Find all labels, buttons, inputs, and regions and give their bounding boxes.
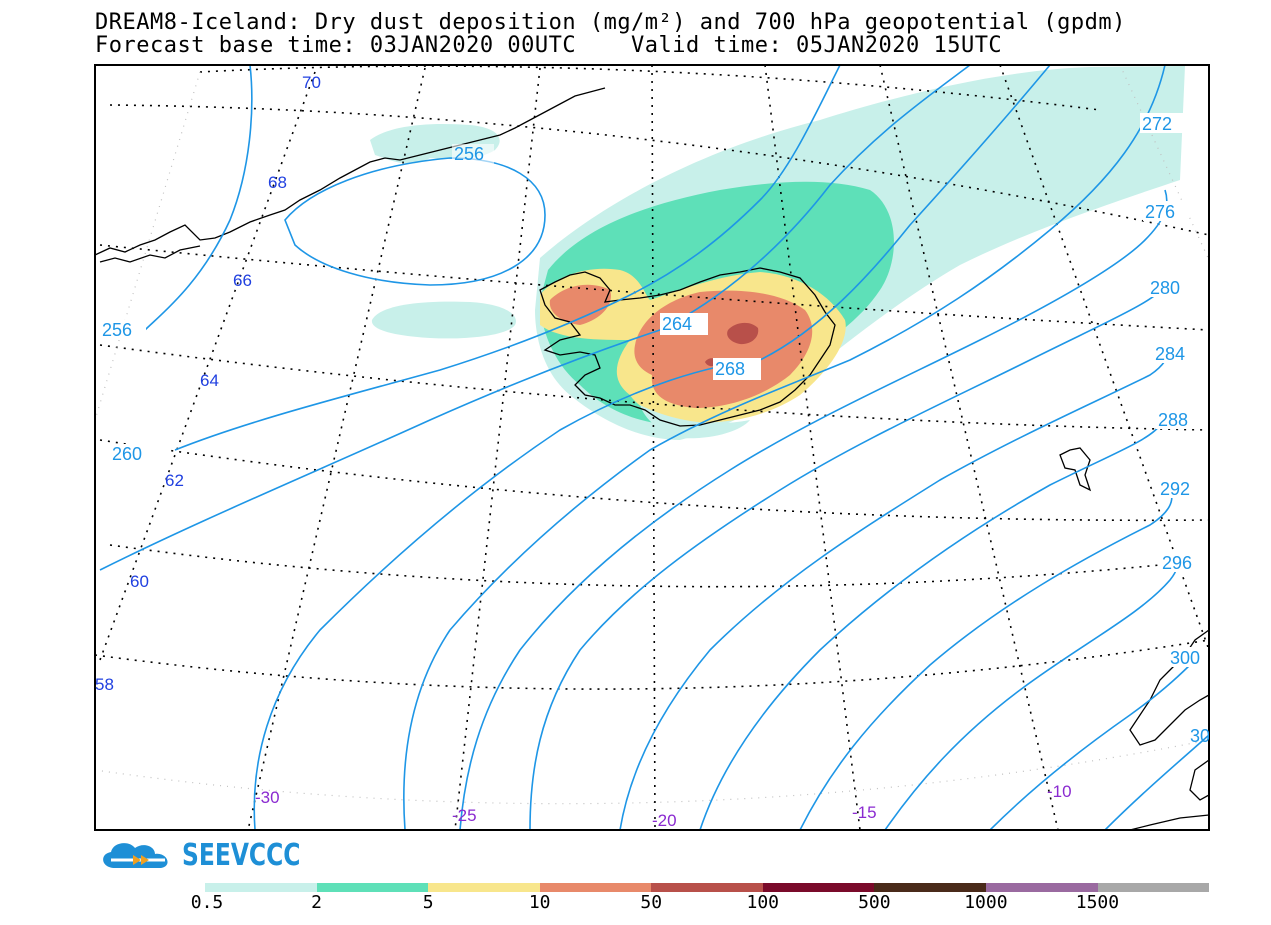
contour-284 [619,344,1171,830]
dust-0.5-south-fringe [640,405,750,439]
contour-label-256: 256 [102,320,132,340]
legend-swatch [1097,883,1210,892]
map-frame [94,64,1210,831]
meridian-m35 [99,71,316,661]
legend-label: 10 [528,892,551,913]
contour-label-280: 280 [1150,278,1180,298]
legend-label: 1000 [964,892,1008,913]
latitude-labels: 70 68 66 64 62 60 58 [95,73,321,694]
lat-label-64: 64 [200,371,219,390]
legend-label: 500 [858,892,891,913]
contour-276 [459,189,1168,830]
faroe-islands [1059,447,1092,492]
contour-256-low [284,157,546,286]
longitude-labels: -30 -25 -20 -15 -10 [255,782,1072,830]
legend-swatch [428,883,540,892]
legend-swatch [316,883,429,892]
lat-label-70: 70 [302,73,321,92]
map-content [95,65,1209,830]
contour-label-272: 272 [1142,114,1172,134]
lat-label-62: 62 [165,471,184,490]
contour-296 [884,559,1178,830]
contour-label-268: 268 [715,359,745,379]
longitude-lines-faint [95,65,1209,421]
contour-label-292: 292 [1160,479,1190,499]
contour-256-west [144,65,253,331]
title-line-2: Forecast base time: 03JAN2020 00UTC Vali… [95,33,1003,58]
legend-swatch [539,883,652,892]
lon-label-m20: -20 [652,811,677,830]
contour-label-300: 300 [1170,648,1200,668]
latitude-lines [95,65,1209,690]
contour-280 [529,279,1171,830]
contour-label-284: 284 [1155,344,1185,364]
lat-label-68: 68 [268,173,287,192]
longitude-lines [99,65,1209,830]
contour-label-276: 276 [1145,202,1175,222]
iceland-coast [539,267,836,427]
contour-304 [1104,734,1209,830]
greenland-coast [95,87,606,256]
contour-260 [174,65,841,451]
contour-300 [989,659,1196,830]
legend-swatch [762,883,875,892]
contour-label-260: 260 [112,444,142,464]
contour-272 [403,65,1166,830]
legend-label: 0.5 [190,892,224,913]
seevccc-logo-text: SEEVCCC [182,838,301,873]
legend-swatch [985,883,1098,892]
parallel-60 [109,544,1209,588]
legend-label: 50 [640,892,663,913]
lon-label-m15: -15 [852,803,877,822]
lon-label-m25: -25 [452,806,477,825]
contour-label-288: 288 [1158,410,1188,430]
contour-288 [699,424,1161,830]
legend-label: 100 [746,892,780,913]
dust-50-area [705,322,759,367]
contour-label-264: 264 [662,314,692,334]
legend-colorbar [205,883,1210,892]
contour-264 [99,65,971,571]
contour-label-296: 296 [1162,553,1192,573]
legend-label: 5 [422,892,434,913]
legend-label: 1500 [1075,892,1120,913]
legend-swatch [205,883,317,892]
legend-label: 2 [311,892,322,913]
title-line-1: DREAM8-Iceland: Dry dust deposition (mg/… [95,10,1126,35]
contour-labels: 256 256 260 264 268 272 276 280 284 288 … [100,113,1220,746]
parallel-58 [95,639,1209,690]
contour-label-304: 304 [1190,726,1220,746]
contour-292 [799,489,1173,830]
legend-swatch [651,883,763,892]
lon-label-m10: -10 [1047,782,1072,801]
dust-0.5-patch-west [371,301,516,339]
geopotential-contours [99,65,1209,830]
coastlines [95,87,1209,830]
contour-268 [253,65,1051,830]
meridian-m10 [879,65,1059,830]
lon-label-m30: -30 [255,788,280,807]
lat-label-58: 58 [95,675,114,694]
lat-label-66: 66 [233,271,252,290]
meridian-m15 [764,65,861,830]
lat-label-60: 60 [130,572,149,591]
legend-swatch [874,883,986,892]
contour-label-256-low: 256 [454,144,484,164]
seevccc-logo-icon [103,843,168,868]
